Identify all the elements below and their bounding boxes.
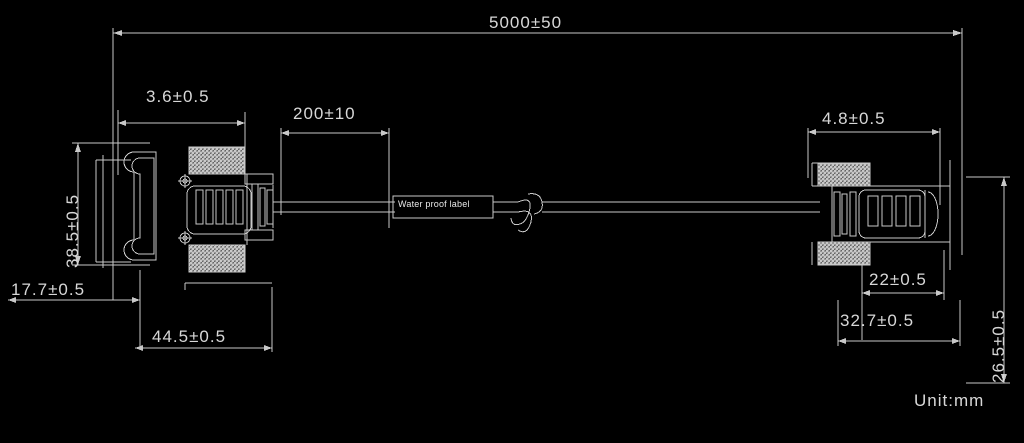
left-connector-assembly (95, 146, 274, 273)
dimension-text-overall-length: 5000±50 (489, 13, 563, 32)
unit-note: Unit:mm (914, 391, 985, 410)
dimension-text-right-inner-width: 22±0.5 (869, 270, 927, 289)
dimension-text-left-connector-height: 38.5±0.5 (63, 193, 82, 268)
dimension-overall-length (112, 28, 963, 300)
cable-break-symbol (510, 193, 543, 233)
dimension-text-left-boot: 3.6±0.5 (146, 87, 210, 106)
right-connector-assembly (811, 160, 951, 270)
cable-body (273, 201, 820, 213)
dimension-text-right-overall-width: 32.7±0.5 (840, 311, 915, 330)
dimension-text-left-shell-width: 17.7±0.5 (11, 280, 86, 299)
waterproof-label-text: Water proof label (398, 199, 470, 209)
dimension-right-inner-width (861, 250, 945, 340)
dimension-right-height (966, 176, 1010, 384)
dimension-right-boot (807, 128, 941, 205)
dimension-left-height (72, 142, 150, 266)
dimension-label-distance (280, 128, 390, 228)
dimension-text-label-distance: 200±10 (293, 104, 356, 123)
waterproof-label-box (392, 195, 494, 219)
dimension-text-right-boot: 4.8±0.5 (822, 109, 886, 128)
dimension-right-overall-width (837, 300, 961, 346)
dimension-text-right-connector-height: 26.5±0.5 (989, 308, 1008, 383)
dimension-text-left-overall-width: 44.5±0.5 (152, 327, 227, 346)
dimension-left-shell-width (8, 270, 141, 350)
dimension-left-overall-width (135, 282, 273, 352)
